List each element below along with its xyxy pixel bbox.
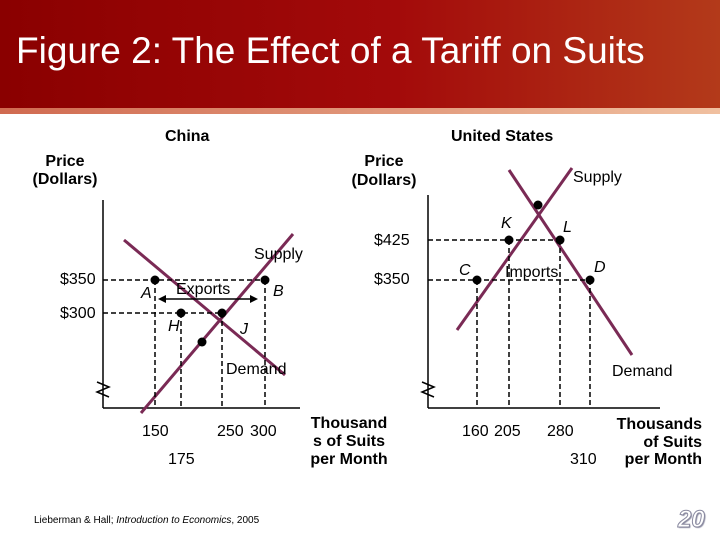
title-banner — [0, 0, 720, 108]
page-number: 20 — [678, 506, 706, 534]
china-point-b — [260, 275, 270, 285]
us-qty-160: 160 — [462, 423, 489, 440]
us-equilibrium-point — [533, 200, 543, 210]
china-supply-curve — [139, 233, 295, 414]
china-heading: China — [165, 128, 210, 145]
china-qty-150: 150 — [142, 423, 169, 440]
china-qty-300: 300 — [250, 423, 277, 440]
china-axis-break-icon — [95, 381, 111, 398]
us-imports-label: Imports — [505, 264, 559, 281]
china-point-h-label: H — [168, 318, 180, 335]
china-qty-250: 250 — [217, 423, 244, 440]
footer-authors: Lieberman & Hall; — [34, 515, 117, 526]
china-point-j — [217, 308, 227, 318]
us-heading: United States — [451, 128, 554, 145]
china-x-axis-label-1: Thousand — [310, 415, 388, 432]
china-price-label-1: Price — [45, 153, 85, 170]
china-point-j-label: J — [240, 321, 248, 338]
us-price-425: $425 — [374, 232, 410, 249]
us-x-axis-label-2: of Suits — [643, 434, 702, 451]
us-point-l — [555, 235, 565, 245]
us-point-k — [504, 235, 514, 245]
china-x-axis-label-3: per Month — [310, 451, 388, 468]
us-price-label-1: Price — [364, 153, 404, 170]
us-point-k-label: K — [501, 215, 512, 232]
china-point-a — [150, 275, 160, 285]
china-price-300: $300 — [60, 305, 96, 322]
us-point-c-label: C — [459, 262, 471, 279]
china-equilibrium-point — [197, 337, 207, 347]
china-demand-curve — [123, 238, 286, 377]
footer-citation: Lieberman & Hall; Introduction to Econom… — [34, 515, 259, 526]
us-qty-205: 205 — [494, 423, 521, 440]
china-point-a-label: A — [141, 285, 152, 302]
china-x-axis-label-2: s of Suits — [312, 433, 385, 450]
china-demand-label: Demand — [226, 361, 287, 378]
banner-underline — [0, 108, 720, 114]
us-price-label-2: (Dollars) — [351, 172, 417, 189]
us-supply-curve — [455, 167, 574, 331]
us-price-350: $350 — [374, 271, 410, 288]
us-point-l-label: L — [563, 219, 572, 236]
us-point-d — [585, 275, 595, 285]
us-point-c — [472, 275, 482, 285]
footer-book-title: Introduction to Economics — [116, 515, 232, 526]
china-arrowhead-right-icon — [250, 295, 258, 303]
china-point-b-label: B — [273, 283, 284, 300]
us-qty-310: 310 — [570, 451, 597, 468]
us-x-axis-label-1: Thousands — [616, 416, 702, 433]
us-x-axis-label-3: per Month — [624, 451, 702, 468]
us-panel — [420, 167, 660, 409]
china-price-label-2: (Dollars) — [32, 171, 98, 188]
china-supply-label: Supply — [254, 246, 303, 263]
us-axis-break-icon — [420, 381, 436, 398]
china-panel — [95, 200, 300, 414]
china-qty-175: 175 — [168, 451, 195, 468]
china-arrowhead-left-icon — [158, 295, 166, 303]
us-supply-label: Supply — [573, 169, 622, 186]
us-demand-curve — [507, 169, 634, 356]
china-point-h — [176, 308, 186, 318]
page-title: Figure 2: The Effect of a Tariff on Suit… — [16, 30, 645, 71]
china-price-350: $350 — [60, 271, 96, 288]
us-demand-label: Demand — [612, 363, 673, 380]
china-exports-label: Exports — [176, 281, 231, 298]
us-point-d-label: D — [594, 259, 606, 276]
footer-year: , 2005 — [231, 515, 260, 526]
us-qty-280: 280 — [547, 423, 574, 440]
